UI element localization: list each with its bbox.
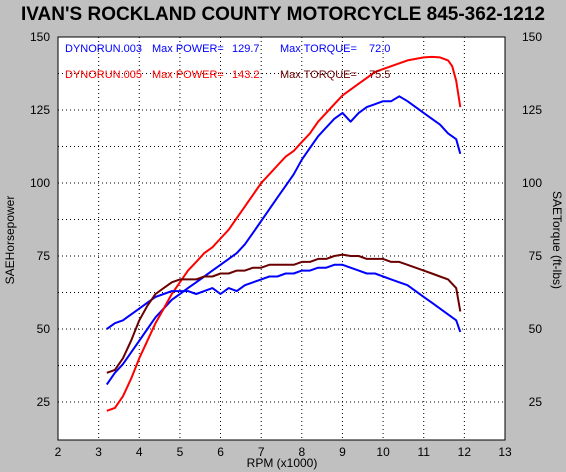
legend-torque-value-1: 72.0 bbox=[369, 43, 390, 55]
y2-tick-label: 25 bbox=[529, 395, 543, 409]
legend-torque-value-2: 75.5 bbox=[369, 69, 390, 81]
y-tick-label: 50 bbox=[37, 322, 51, 336]
x-axis-label: RPM (x1000) bbox=[247, 456, 318, 470]
series-power-dynorun-005 bbox=[106, 55, 462, 412]
x-axis-ticks: 2 3 4 5 6 7 8 9 10 11 12 13 bbox=[55, 445, 512, 459]
x-tick-label: 3 bbox=[95, 445, 102, 459]
legend: DYNORUN.003 Max POWER= 129.7 Max TORQUE=… bbox=[65, 43, 390, 81]
y2-tick-label: 100 bbox=[522, 176, 542, 190]
legend-power-value-2: 143.2 bbox=[232, 69, 260, 81]
legend-power-label-1: Max POWER= bbox=[152, 43, 224, 55]
y-axis-ticks: 25 50 75 100 125 150 bbox=[30, 30, 50, 409]
legend-power-label-2: Max POWER= bbox=[152, 69, 224, 81]
series-lines bbox=[105, 55, 462, 412]
legend-torque-label-1: Max TORQUE= bbox=[280, 43, 357, 55]
legend-run-2: DYNORUN.005 bbox=[65, 69, 142, 81]
y2-tick-label: 75 bbox=[529, 249, 543, 263]
plot-area bbox=[57, 36, 506, 441]
legend-power-value-1: 129.7 bbox=[232, 43, 260, 55]
y-axis-label: SAEHorsepower bbox=[3, 196, 17, 285]
grid-lines bbox=[57, 36, 506, 440]
legend-torque-label-2: Max TORQUE= bbox=[280, 69, 357, 81]
chart-title: IVAN'S ROCKLAND COUNTY MOTORCYCLE 845-36… bbox=[21, 4, 545, 25]
y-tick-label: 100 bbox=[30, 176, 50, 190]
x-tick-label: 10 bbox=[376, 445, 390, 459]
x-tick-label: 6 bbox=[217, 445, 224, 459]
series-torque-dynorun-003 bbox=[106, 263, 462, 333]
x-tick-label: 7 bbox=[258, 445, 265, 459]
x-tick-label: 2 bbox=[55, 445, 62, 459]
series-torque-dynorun-005 bbox=[106, 253, 462, 374]
x-tick-label: 9 bbox=[339, 445, 346, 459]
x-tick-label: 11 bbox=[417, 445, 430, 459]
x-tick-label: 12 bbox=[458, 445, 472, 459]
y-tick-label: 75 bbox=[37, 249, 51, 263]
y-tick-label: 25 bbox=[37, 395, 51, 409]
y2-axis-ticks: 25 50 75 100 125 150 bbox=[522, 30, 542, 409]
x-tick-label: 4 bbox=[136, 445, 143, 459]
x-tick-label: 13 bbox=[498, 445, 512, 459]
y2-tick-label: 125 bbox=[522, 103, 542, 117]
y-tick-label: 150 bbox=[30, 30, 50, 44]
x-tick-label: 8 bbox=[298, 445, 305, 459]
y-tick-label: 125 bbox=[30, 103, 50, 117]
y2-axis-label: SAETorque (ft-lbs) bbox=[550, 191, 564, 289]
legend-run-1: DYNORUN.003 bbox=[65, 43, 142, 55]
y2-tick-label: 150 bbox=[522, 30, 542, 44]
x-tick-label: 5 bbox=[177, 445, 184, 459]
y2-tick-label: 50 bbox=[529, 322, 543, 336]
